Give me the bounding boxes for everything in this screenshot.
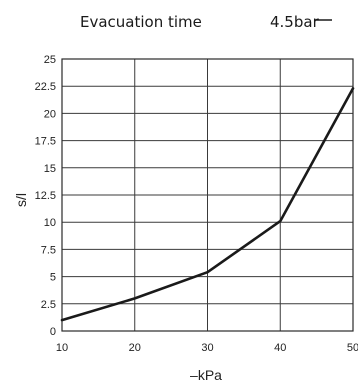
x-tick-label: 10 (56, 342, 68, 354)
y-tick-label: 17.5 (35, 136, 56, 148)
y-tick-label: 12.5 (35, 190, 56, 202)
series-group (60, 87, 355, 322)
chart-title: Evacuation time (80, 13, 202, 31)
y-tick-label: 15 (44, 163, 56, 175)
y-tick-label: 22.5 (35, 81, 56, 93)
y-tick-label: 5 (50, 272, 56, 284)
plot-frame (61, 58, 354, 332)
y-tick-label: 7.5 (41, 244, 56, 256)
x-tick-label: 30 (201, 342, 213, 354)
y-tick-label: 10 (44, 217, 56, 229)
y-tick-label: 0 (50, 326, 56, 338)
x-tick-label: 50 (347, 342, 358, 354)
series-line-0 (60, 87, 355, 322)
legend-label: 4.5bar (270, 13, 320, 31)
y-tick-labels: 0 2.5 5 7.5 10 12.5 15 17.5 20 22.5 25 (35, 54, 56, 338)
x-tick-labels: 10 20 30 40 50 (56, 342, 358, 354)
x-tick-label: 20 (129, 342, 141, 354)
x-tick-label: 40 (274, 342, 286, 354)
y-tick-label: 2.5 (41, 299, 56, 311)
grid (61, 58, 354, 332)
y-axis-label: s/l (13, 193, 29, 207)
y-tick-label: 25 (44, 54, 56, 66)
x-axis-label: –kPa (190, 367, 222, 383)
y-tick-label: 20 (44, 108, 56, 120)
